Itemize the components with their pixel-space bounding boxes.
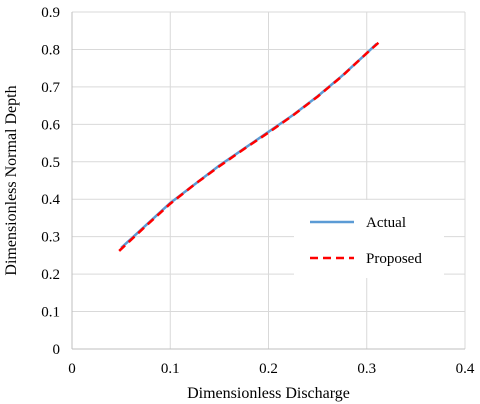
y-tick-label: 0.6 bbox=[41, 117, 60, 133]
y-tick-label: 0.9 bbox=[41, 5, 60, 21]
y-tick-label: 0.7 bbox=[41, 80, 60, 96]
legend-box bbox=[294, 200, 444, 278]
legend-label-proposed: Proposed bbox=[366, 251, 422, 267]
x-tick-label: 0.2 bbox=[259, 361, 278, 377]
x-tick-label: 0 bbox=[68, 361, 76, 377]
y-tick-label: 0.5 bbox=[41, 155, 60, 171]
x-tick-label: 0.4 bbox=[456, 361, 475, 377]
axes: 0 0.1 0.2 0.3 0.4 0.5 0.6 0.7 0.8 0.9 0 0.1 0.2 0.3 0.… bbox=[41, 5, 475, 377]
series-layer bbox=[118, 41, 380, 252]
y-tick-label: 0.8 bbox=[41, 42, 60, 58]
y-tick-label: 0.4 bbox=[41, 192, 60, 208]
x-axis-title: Dimensionless Discharge bbox=[187, 385, 350, 402]
y-tick-label: 0.2 bbox=[41, 267, 60, 283]
y-tick-label: 0 bbox=[53, 342, 61, 358]
gridlines bbox=[72, 11, 466, 349]
x-tick-label: 0.1 bbox=[161, 361, 180, 377]
legend-label-actual: Actual bbox=[366, 215, 406, 231]
legend: Actual Proposed bbox=[294, 200, 444, 278]
y-axis-title: Dimensionless Normal Depth bbox=[3, 85, 20, 275]
series-line-proposed bbox=[118, 41, 380, 252]
x-tick-label: 0.3 bbox=[357, 361, 376, 377]
y-tick-label: 0.1 bbox=[41, 305, 60, 321]
y-tick-label: 0.3 bbox=[41, 230, 60, 246]
